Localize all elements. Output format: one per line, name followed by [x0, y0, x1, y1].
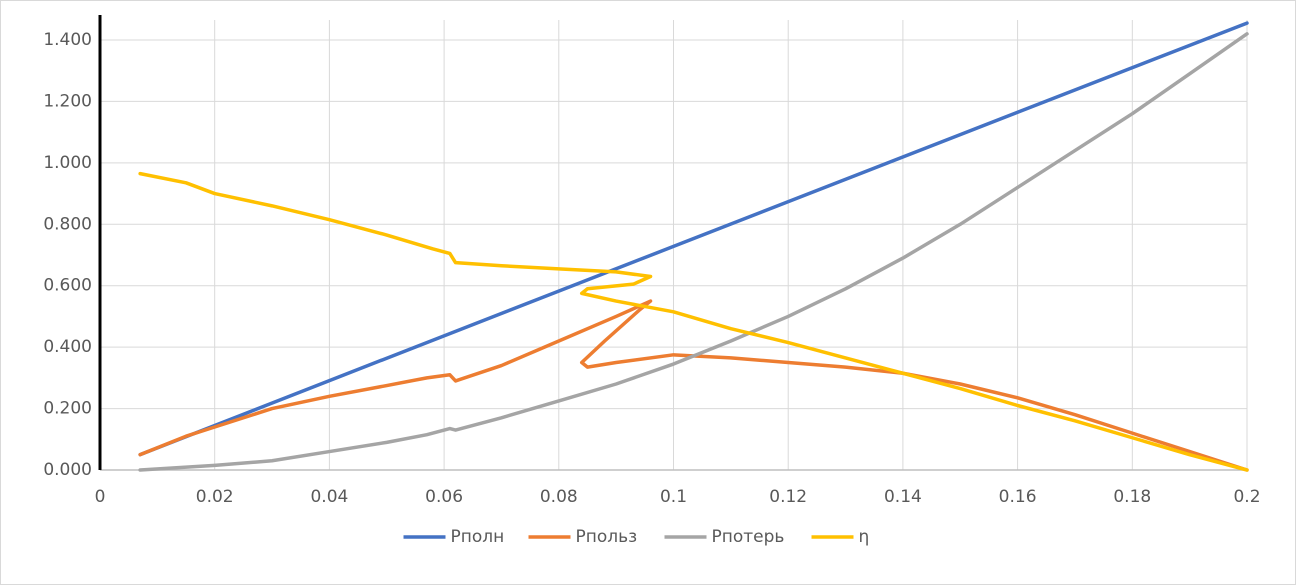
y-tick-label: 0.400: [43, 337, 92, 357]
x-tick-label: 0.02: [196, 487, 234, 507]
x-tick-label: 0.08: [540, 487, 578, 507]
series-line: [138, 32, 1249, 472]
y-tick-label: 0.600: [43, 276, 92, 296]
series-line: [138, 299, 1249, 472]
x-tick-label: 0.06: [425, 487, 463, 507]
legend-item: η: [811, 527, 870, 547]
x-tick-label: 0.18: [1113, 487, 1151, 507]
legend-item: Pполн: [403, 527, 505, 547]
y-tick-label: 1.200: [43, 91, 92, 111]
series-line: [138, 21, 1249, 457]
legend-label: η: [859, 527, 870, 547]
series-line: [138, 171, 1249, 472]
x-tick-label: 0.1: [660, 487, 687, 507]
y-tick-label: 0.200: [43, 399, 92, 419]
x-tick-label: 0.2: [1233, 487, 1260, 507]
y-tick-label: 1.000: [43, 153, 92, 173]
legend-label: Pпотерь: [712, 527, 785, 547]
legend-label: Pполн: [451, 527, 505, 547]
x-tick-label: 0.16: [999, 487, 1037, 507]
x-tick-label: 0: [95, 487, 106, 507]
y-tick-label: 1.400: [43, 30, 92, 50]
x-tick-label: 0.04: [310, 487, 348, 507]
y-tick-label: 0.000: [43, 460, 92, 480]
legend-label: Pпольз: [576, 527, 638, 547]
x-tick-label: 0.14: [884, 487, 922, 507]
legend-item: Pпотерь: [664, 527, 785, 547]
y-tick-label: 0.800: [43, 214, 92, 234]
x-tick-label: 0.12: [769, 487, 807, 507]
legend-item: Pпольз: [528, 527, 638, 547]
